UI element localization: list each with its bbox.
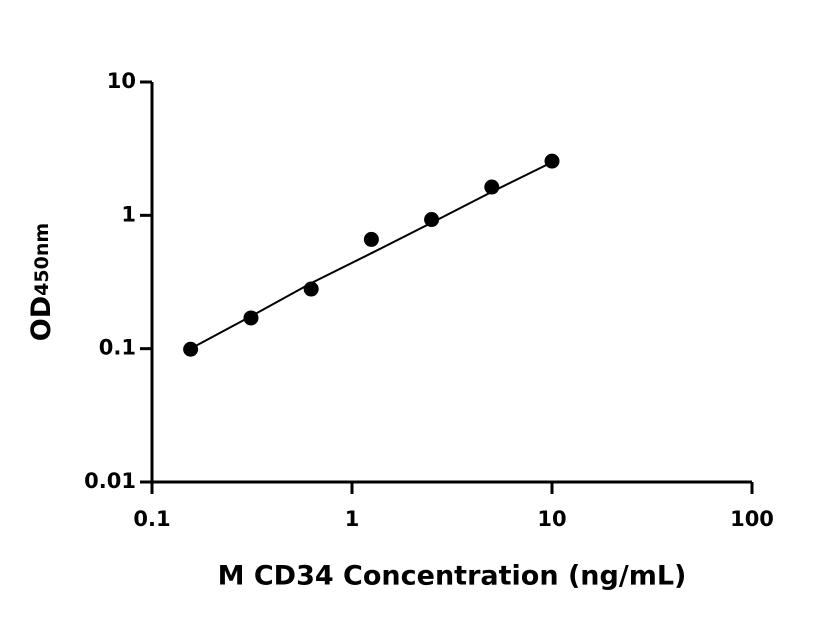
y-axis-title-sub: 450nm	[31, 223, 53, 296]
y-axis-title-main: OD	[26, 296, 57, 341]
x-tick-label: 0.1	[133, 507, 170, 531]
y-tick-label: 10	[107, 69, 136, 93]
x-tick-label: 10	[537, 507, 566, 531]
point	[183, 341, 199, 357]
y-axis-title: OD450nm	[26, 223, 57, 341]
y-tick-label: 1	[121, 202, 136, 226]
point	[303, 281, 319, 297]
point	[544, 153, 560, 169]
y-tick-label: 0.01	[84, 469, 136, 493]
x-axis-title: M CD34 Concentration (ng/mL)	[218, 561, 687, 592]
point	[363, 231, 379, 247]
point	[424, 212, 440, 228]
point	[484, 179, 500, 195]
x-tick-label: 100	[730, 507, 774, 531]
y-tick-label: 0.1	[99, 336, 136, 360]
point	[243, 310, 259, 326]
x-tick-label: 1	[345, 507, 360, 531]
